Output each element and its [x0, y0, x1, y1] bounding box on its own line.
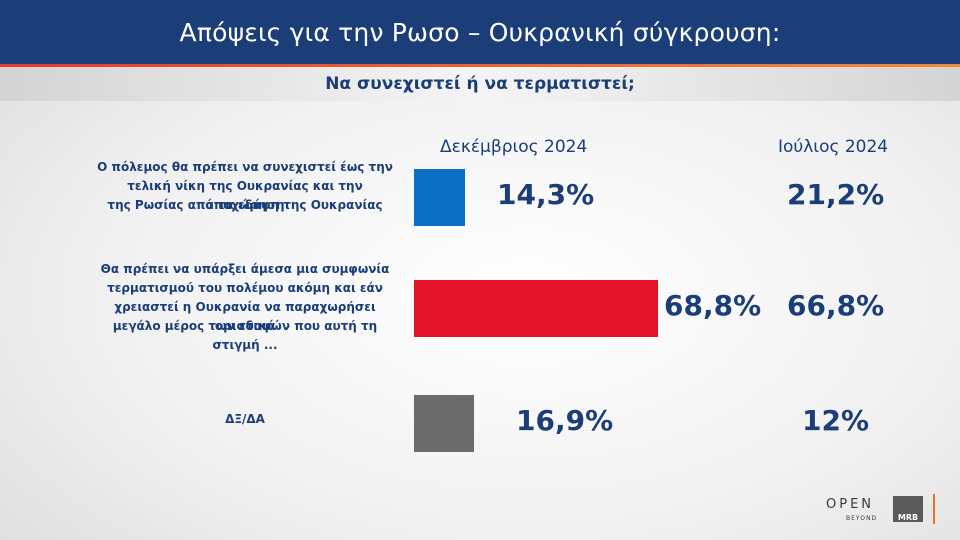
value-label-july-2024: 66,8% — [787, 289, 885, 322]
category-label: ΔΞ/ΔΑ — [225, 412, 265, 426]
category-label: μεγάλο μέρος των εδαφών που αυτή τη στιγ… — [112, 319, 378, 352]
open-logo: OPEN — [826, 497, 875, 512]
logo-separator — [933, 494, 935, 524]
value-label-december-2024: 16,9% — [516, 404, 614, 437]
value-label-december-2024: 14,3% — [497, 178, 595, 211]
category-label: της Ρωσίας από τα εδάφη της Ουκρανίας — [107, 198, 383, 212]
column-header-july-2024: Ιούλιος 2024 — [778, 137, 889, 157]
category-label: χρειαστεί η Ουκρανία να παραχωρήσει ορισ… — [114, 300, 376, 333]
page-title: Απόψεις για την Ρωσο – Ουκρανική σύγκρου… — [179, 17, 781, 47]
bar-december-2024 — [414, 169, 465, 226]
category-label: τερματισμού του πολέμου ακόμη και εάν — [107, 281, 383, 295]
value-label-july-2024: 12% — [802, 404, 870, 437]
bar-december-2024 — [414, 395, 474, 452]
value-label-december-2024: 68,8% — [664, 289, 762, 322]
mrb-logo: MRB — [893, 496, 923, 522]
header-accent-line — [0, 64, 960, 67]
category-label: Θα πρέπει να υπάρξει άμεσα μια συμφωνία — [100, 262, 390, 276]
header-bar — [0, 0, 960, 64]
subtitle-band — [0, 67, 960, 101]
value-label-july-2024: 21,2% — [787, 178, 885, 211]
category-label: Ο πόλεμος θα πρέπει να συνεχιστεί έως τη… — [97, 160, 393, 174]
open-logo-tagline: BEYOND — [846, 515, 878, 522]
category-label: τελική νίκη της Ουκρανίας και την αποχώρ… — [127, 179, 363, 212]
column-header-december-2024: Δεκέμβριος 2024 — [440, 137, 588, 157]
bar-december-2024 — [414, 280, 658, 337]
page-subtitle: Να συνεχιστεί ή να τερματιστεί; — [325, 74, 635, 94]
